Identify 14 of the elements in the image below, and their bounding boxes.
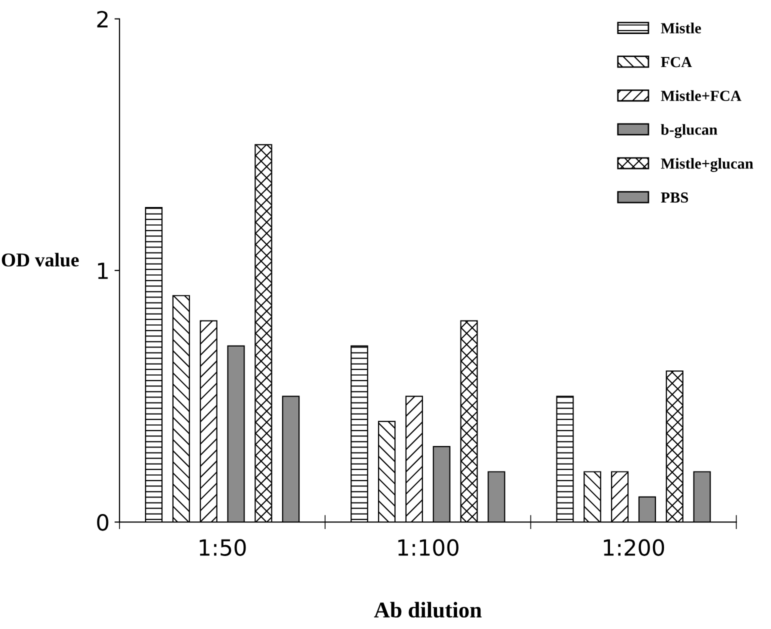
x-tick-label: 1:50	[200, 539, 246, 556]
legend-label: Mistle	[660, 22, 701, 34]
legend-label: b-glucan	[660, 124, 718, 138]
legend-label: Mistle+FCA	[660, 90, 742, 102]
legend-label: FCA	[660, 56, 692, 68]
x-tick-label: 1:100	[398, 539, 458, 556]
legend-label: Mistle+glucan	[660, 158, 754, 172]
x-axis-title: Ab dilution	[374, 602, 482, 618]
y-axis-title: OD value	[2, 252, 79, 267]
y-tick-label: 1	[98, 262, 108, 279]
legend-label: PBS	[660, 192, 688, 203]
x-tick-label: 1:200	[604, 539, 664, 556]
y-tick-label: 0	[97, 514, 108, 531]
y-tick-label: 2	[97, 10, 108, 28]
